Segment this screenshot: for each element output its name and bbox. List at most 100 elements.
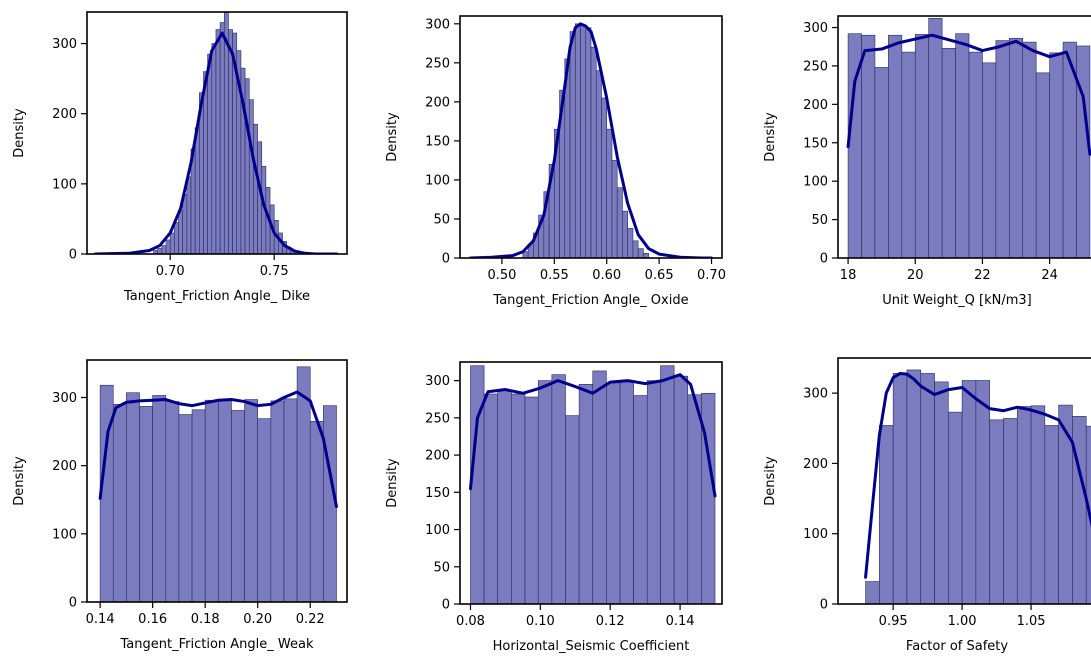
histogram-bar [590,46,597,258]
histogram-bar [565,415,580,604]
plot-area [468,365,717,604]
y-tick-label: 300 [425,374,450,389]
histogram-bar [920,373,935,604]
kde-line [846,33,1091,156]
y-tick-label: 200 [803,98,828,113]
kde-line [468,22,714,258]
histogram-bar [982,62,997,258]
histogram-bar [296,366,311,602]
axes-frame [459,361,723,605]
kde-line [98,390,338,509]
kde-line [864,371,1091,579]
histogram-bar [169,232,175,254]
histogram-bar [632,240,639,258]
histogram-bar [622,210,628,258]
y-tick-label: 100 [803,527,828,542]
histogram-bar [1035,72,1050,258]
histogram-bar [161,245,167,254]
histogram-bar [611,160,618,258]
x-tick-label: 0.16 [138,612,167,627]
histogram-bar [934,381,949,604]
histogram-bar [551,374,566,604]
x-axis-label: Horizontal_Seismic Coefficient [493,639,690,654]
x-tick-label: 0.50 [487,268,516,283]
histogram-bar [1049,52,1064,258]
subplot-3: 18 20 22 24 0 50 100 150 200 250 300 Unit Weight_Q … [763,15,1091,308]
histogram-bar [578,384,594,604]
histogram-bar [989,419,1004,604]
y-tick-label: 200 [52,107,77,122]
histogram-bar [879,425,894,604]
histogram-bar [601,97,608,258]
histogram-bar [888,34,903,258]
x-tick-label: 0.12 [596,614,625,629]
x-tick-label: 0.14 [666,614,695,629]
histogram-bar [174,222,179,254]
x-tick-label: 0.65 [645,268,674,283]
axes-frame [86,359,348,603]
histogram-bar [1022,41,1037,258]
histogram-bar [309,421,324,602]
y-tick-label: 250 [425,411,450,426]
histogram-bar [186,176,192,254]
histogram-bar [248,99,254,254]
histogram-bar [861,34,876,258]
y-tick-label: 0 [442,598,450,613]
subplot-4: 0.14 0.16 0.18 0.20 0.22 0 100 200 300 Tangent_Fr… [12,359,348,652]
y-tick-label: 100 [52,527,77,542]
histogram-bar [270,400,285,602]
histogram-bar [928,17,943,258]
histogram-bar [231,410,245,602]
histogram-bar [865,581,880,604]
histogram-bar [178,414,193,602]
histogram-bar [218,400,232,602]
histogram-bar [616,187,623,258]
y-tick-label: 100 [425,173,450,188]
histogram-bar [585,27,592,258]
y-axis-label: Density [763,456,778,506]
histogram-bar [637,248,644,258]
histogram-bar [191,409,206,602]
y-tick-label: 300 [803,21,828,36]
histogram-bar [283,398,298,602]
y-tick-label: 50 [433,212,450,227]
y-tick-label: 0 [820,598,828,613]
x-tick-label: 0.20 [243,612,272,627]
histogram-bar [165,401,180,602]
histogram-bar [182,194,188,254]
histogram-bar [157,248,163,254]
x-tick-label: 1.00 [948,614,977,629]
y-axis-label: Density [12,108,27,158]
histogram-bar [203,71,208,254]
y-tick-label: 150 [425,486,450,501]
histogram-bar [165,239,171,254]
histogram-bar [228,29,233,254]
x-tick-label: 0.60 [592,268,621,283]
histogram-bar [627,228,634,258]
y-tick-label: 100 [425,523,450,538]
y-tick-label: 250 [425,56,450,71]
histogram-bar [139,406,153,602]
histogram-bar [619,381,634,604]
x-tick-label: 18 [840,268,857,283]
y-tick-label: 150 [803,136,828,151]
y-axis-label: Density [12,456,27,506]
x-tick-label: 0.10 [526,614,555,629]
kde-line [468,373,717,498]
histogram-bar [178,210,183,254]
histogram-bar [497,389,512,604]
y-tick-label: 200 [425,95,450,110]
x-tick-label: 0.18 [191,612,220,627]
y-tick-label: 300 [52,391,77,406]
axes-frame [86,11,348,255]
y-tick-label: 0 [442,252,450,267]
histogram-bar [995,40,1010,258]
histogram-bar [961,380,977,604]
histogram-bar [1003,418,1018,604]
x-axis-label: Tangent_Friction Angle_ Dike [123,289,310,304]
histogram-bar [244,78,250,254]
histogram-bar [592,370,607,604]
axes-frame [837,15,1091,259]
histogram-bar [646,380,661,604]
subplot-5: 0.08 0.10 0.12 0.14 0 50 100 150 200 250 300 Horizo… [385,361,723,654]
